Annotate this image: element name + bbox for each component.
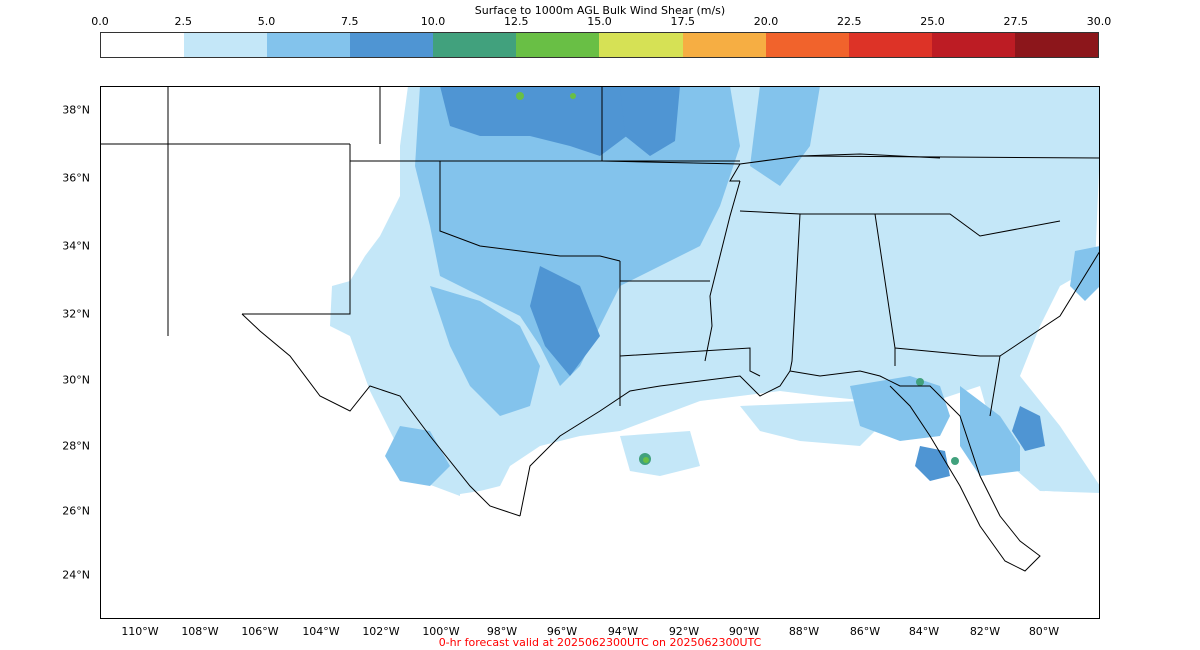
forecast-valid-footer: 0-hr forecast valid at 2025062300UTC on …	[438, 636, 762, 649]
colorbar-segment	[599, 33, 683, 57]
longitude-label: 84°W	[908, 625, 940, 638]
colorbar	[100, 32, 1099, 58]
ocean-no-data	[460, 451, 1100, 619]
colorbar-tick-label: 12.5	[504, 15, 529, 28]
colorbar-segment	[848, 33, 932, 57]
latitude-label: 34°N	[62, 239, 90, 253]
latitude-label: 28°N	[62, 439, 90, 453]
colorbar-tick-label: 17.5	[670, 15, 696, 28]
colorbar-tick-label: 10.0	[420, 15, 446, 28]
colorbar-title: Surface to 1000m AGL Bulk Wind Shear (m/…	[474, 4, 726, 17]
colorbar-segment	[682, 33, 766, 57]
longitude-label: 100°W	[422, 625, 460, 638]
colorbar-segment	[433, 33, 517, 57]
colorbar-tick-label: 25.0	[920, 15, 945, 28]
latitude-label: 30°N	[62, 373, 90, 387]
colorbar-tick-labels: 0.0 2.5 5.0 7.5 10.0 12.5 15.0 17.5 20.0 22.5 25.0…	[91, 15, 1111, 29]
longitude-label: 80°W	[1028, 625, 1060, 638]
shear-dark-blue-field	[440, 86, 1045, 481]
colorbar-segment	[350, 33, 434, 57]
latitude-label: 38°N	[62, 103, 90, 117]
colorbar-tick-label: 30.0	[1086, 15, 1112, 28]
colorbar-segment	[1014, 33, 1098, 57]
colorbar-segment	[267, 33, 351, 57]
longitude-label: 88°W	[788, 625, 820, 638]
colorbar-tick-label: 27.5	[1003, 15, 1029, 28]
latitude-label: 32°N	[62, 307, 90, 321]
latitude-label: 26°N	[62, 504, 90, 518]
latitude-label: 36°N	[62, 171, 90, 185]
longitude-label: 86°W	[849, 625, 881, 638]
colorbar-tick-label: 5.0	[257, 15, 276, 28]
colorbar-tick-label: 22.5	[837, 15, 862, 28]
longitude-label: 82°W	[969, 625, 1001, 638]
longitude-label: 96°W	[546, 625, 578, 638]
longitude-label: 94°W	[607, 625, 639, 638]
longitude-label: 110°W	[121, 625, 159, 638]
colorbar-tick-label: 20.0	[753, 15, 779, 28]
colorbar-segment	[765, 33, 849, 57]
colorbar-segment	[931, 33, 1015, 57]
longitude-label: 104°W	[302, 625, 340, 638]
longitude-label: 90°W	[728, 625, 760, 638]
state-borders	[100, 86, 1100, 572]
longitude-label: 98°W	[486, 625, 518, 638]
longitude-label: 92°W	[668, 625, 700, 638]
shear-bright-green-cells	[516, 92, 649, 463]
colorbar-segment	[516, 33, 600, 57]
wind-shear-map	[100, 86, 1100, 619]
colorbar-segment	[101, 33, 185, 57]
longitude-label: 108°W	[181, 625, 219, 638]
colorbar-segment	[184, 33, 268, 57]
map-frame	[100, 86, 1100, 619]
colorbar-tick-label: 2.5	[174, 15, 193, 28]
longitude-label: 106°W	[241, 625, 279, 638]
latitude-label: 24°N	[62, 568, 90, 582]
colorbar-tick-label: 15.0	[587, 15, 612, 28]
longitude-label: 102°W	[362, 625, 400, 638]
colorbar-tick-label: 0.0	[91, 15, 109, 28]
colorbar-tick-label: 7.5	[341, 15, 359, 28]
